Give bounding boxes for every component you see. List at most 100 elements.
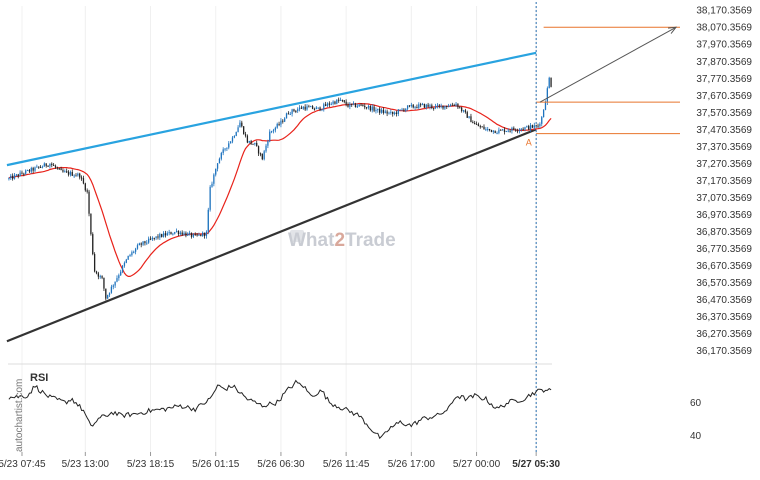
candle-body [120,271,122,276]
candle-body [233,135,236,138]
candle-body [406,105,409,109]
candle-body [550,77,552,87]
candle-body [356,106,358,108]
candle-body [153,237,155,239]
candle-body [200,234,202,236]
candle-body [168,232,170,234]
candle-body [62,170,64,172]
candle-body [205,231,208,236]
candle-body [140,243,142,245]
y-tick-label: 38,070.3569 [696,23,752,34]
candle-body [92,234,94,255]
candle-body [302,106,304,109]
candle-body [317,107,319,109]
candle-body [453,104,455,106]
projection-arrow-head [667,26,678,34]
candle-body [293,109,295,111]
candle-body [250,140,252,144]
candle-body [222,149,224,154]
candle-body [479,126,481,128]
candle-body [287,113,290,115]
candle-body [136,245,139,249]
y-tick-label: 37,270.3569 [696,159,752,170]
candle-body [131,252,133,256]
candle-body [239,122,241,128]
candle-body [308,106,310,108]
candle-body [323,104,325,110]
y-tick-label: 37,870.3569 [696,57,752,68]
moving-average-layer [8,102,552,277]
candle-body [280,120,282,125]
channel-layer [6,51,537,343]
candle-body [267,141,269,146]
candle-body [12,175,14,179]
watermark-logo-mark [290,230,304,242]
candle-body [15,174,18,176]
candle-body [228,143,230,148]
candle-body [362,104,364,106]
candle-body [477,124,480,127]
candle-body [34,167,36,171]
candle-body [436,105,439,107]
candle-body [416,107,418,109]
candle-body [261,153,263,160]
candle-body [114,281,116,286]
grid-layer [21,6,537,452]
candle-body [28,170,31,172]
candle-body [289,113,291,115]
candle-body [414,107,416,109]
candle-body [107,294,109,299]
candle-body [237,127,239,133]
candle-body [336,99,338,104]
candle-body [73,175,75,177]
candle-body [369,106,372,111]
candle-body [284,118,286,122]
candle-body [358,104,360,107]
candle-body [25,170,27,174]
candle-body [79,173,81,178]
candle-body [99,276,101,278]
candle-body [384,111,386,113]
candle-body [218,158,221,164]
candle-body [513,127,515,130]
candle-body [315,107,317,110]
candle-body [39,167,42,169]
axis-layer: 38,170.3569 38,070.3569 37,970.3569 37,870.… [0,6,752,470]
candle-body [531,125,534,128]
candle-body [32,168,34,171]
candle-body [118,275,120,279]
y-tick-label: 37,070.3569 [696,193,752,204]
candle-body [8,178,10,180]
candle-body [41,166,44,168]
candle-body [259,153,262,155]
y-tick-label: 36,770.3569 [696,244,752,255]
candle-body [69,172,72,175]
candles-layer [8,76,552,301]
candle-body [440,105,442,107]
candle-body [392,111,394,114]
candle-body [459,107,461,109]
candle-body [269,131,271,142]
candle-body [192,234,195,237]
candle-body [505,131,508,133]
candle-body [548,77,550,89]
candle-body [103,277,105,289]
candle-body [313,108,316,110]
candle-body [431,105,433,108]
candle-body [155,236,157,239]
x-tick-label: 5/27 00:00 [453,459,501,470]
candle-body [129,255,131,257]
candle-body [203,232,206,236]
rsi-tick-label: 60 [690,398,702,409]
candle-body [485,129,487,131]
candle-body [298,107,301,110]
candle-body [97,273,100,277]
y-tick-label: 37,670.3569 [696,91,752,102]
candle-body [539,123,541,127]
candle-body [544,102,547,110]
candle-body [21,172,23,174]
candle-body [447,106,450,108]
candle-body [67,171,70,175]
